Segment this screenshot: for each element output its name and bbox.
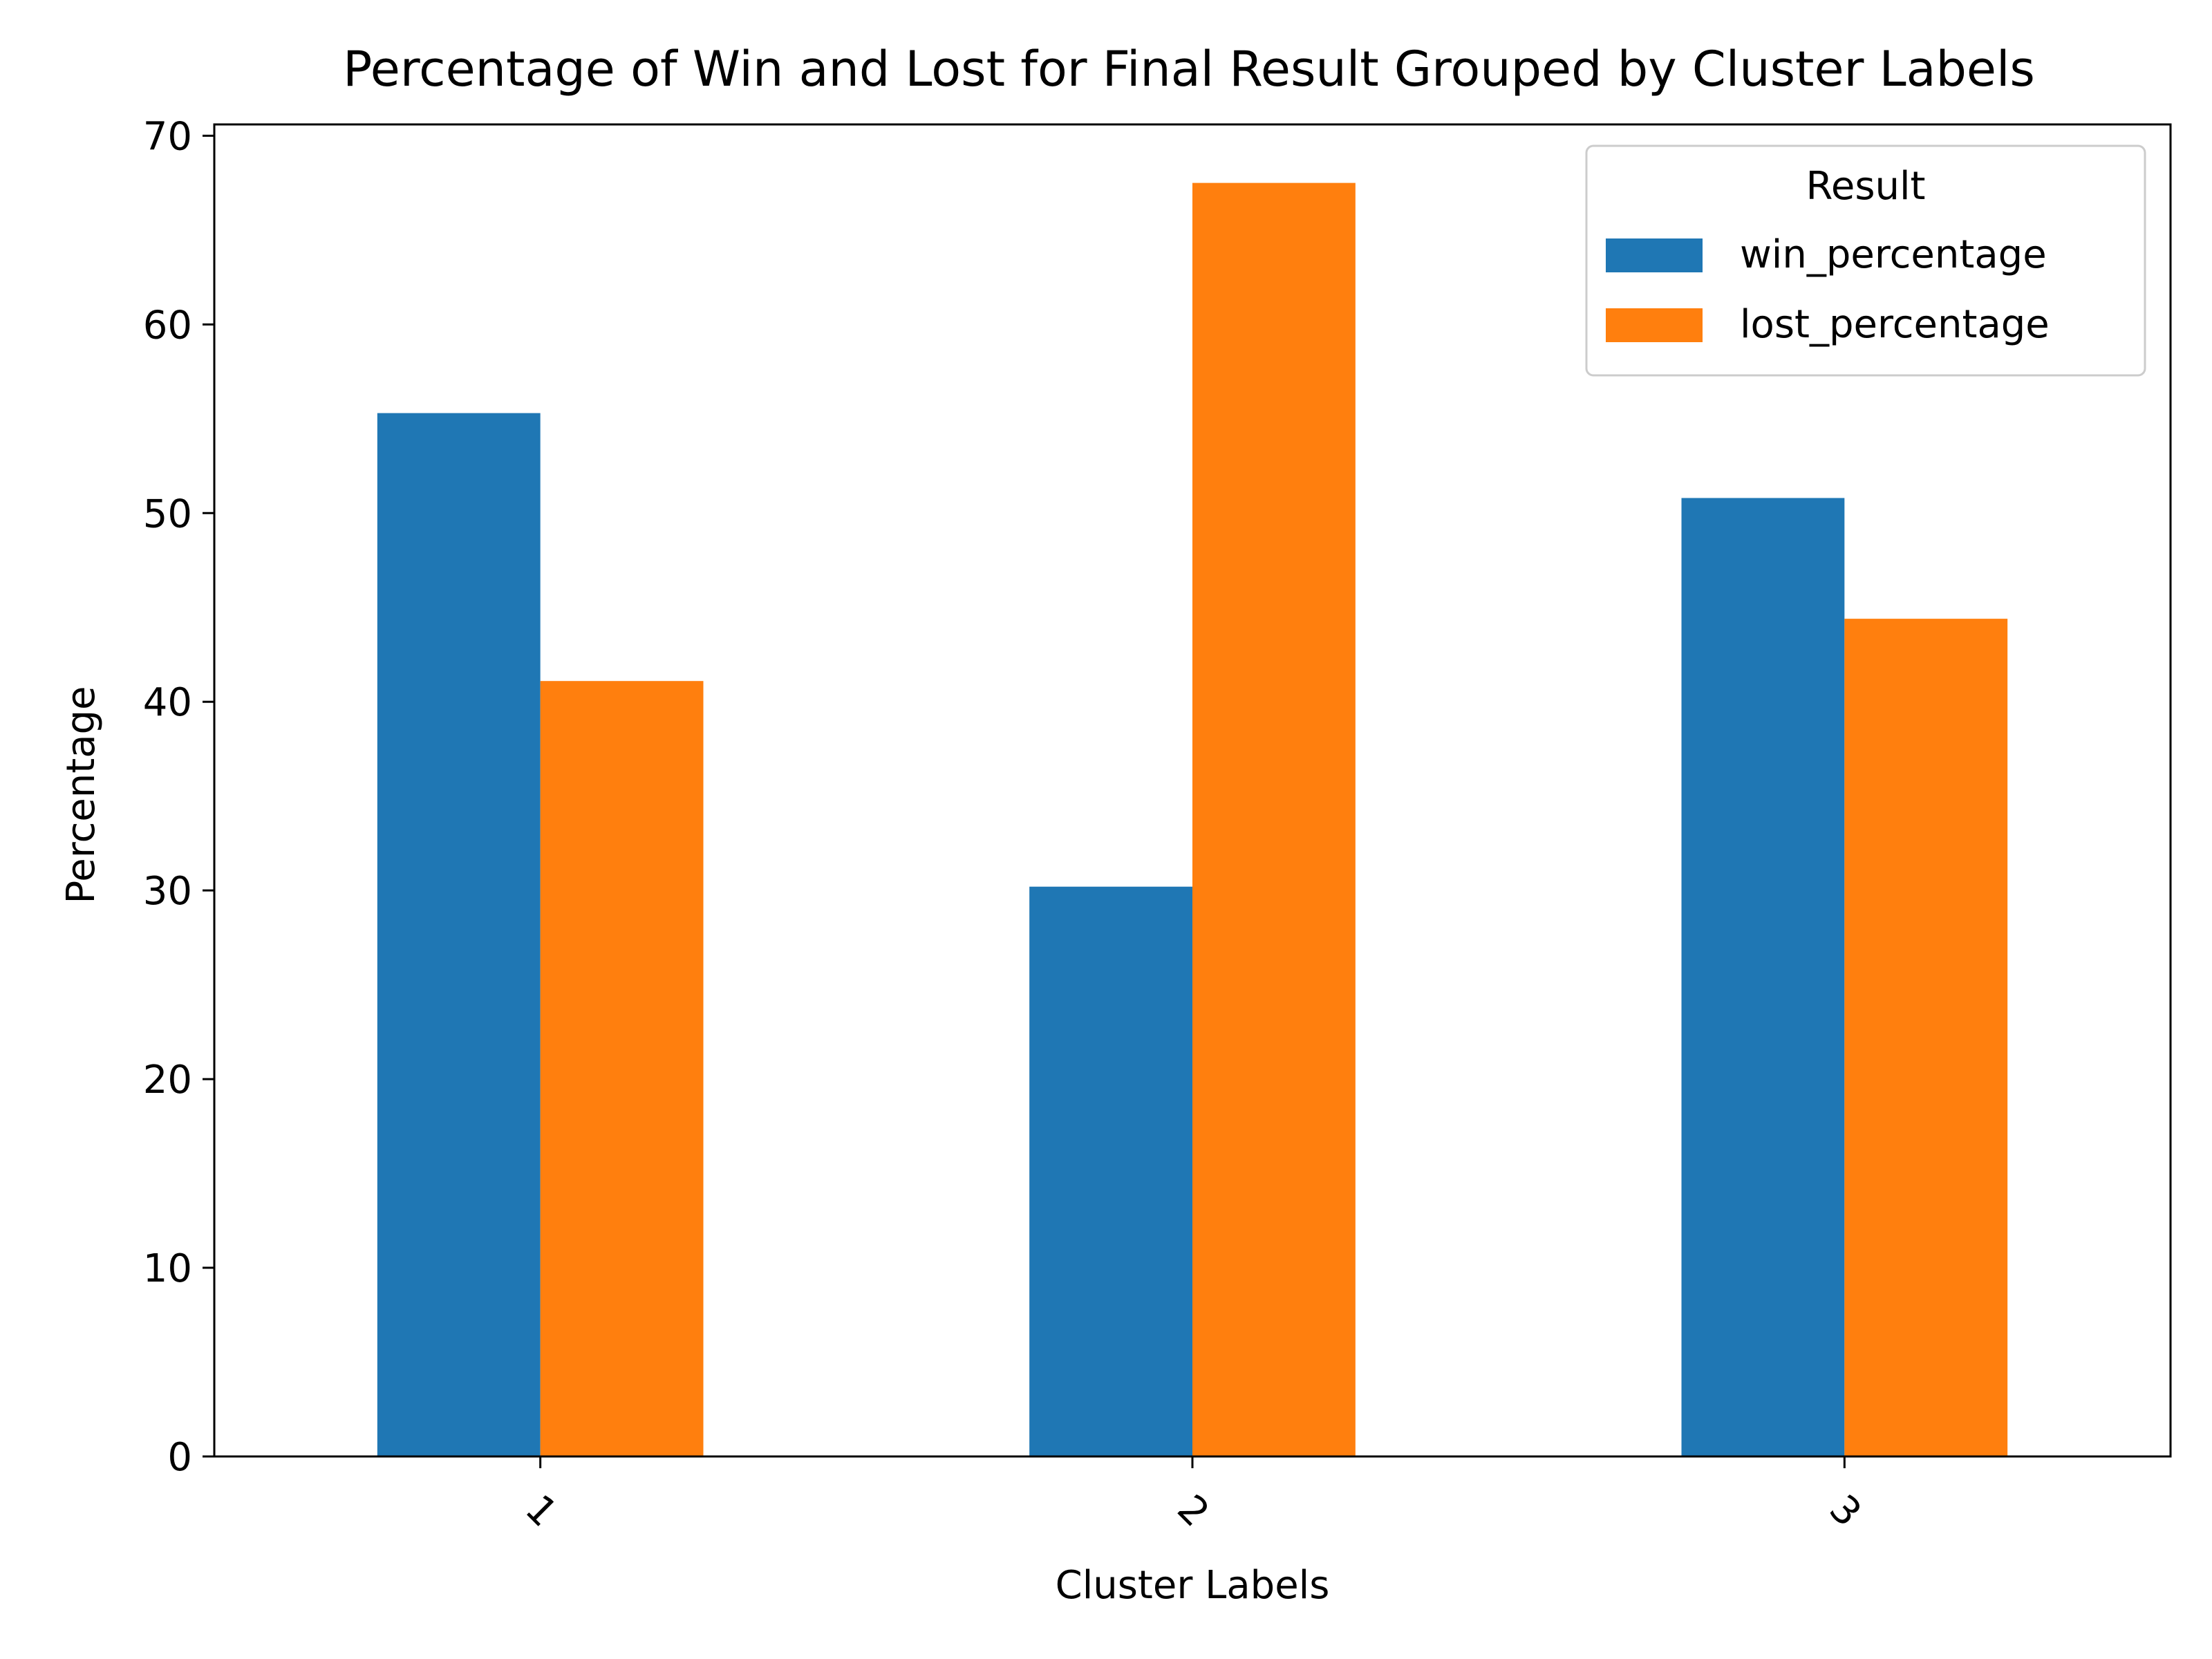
y-tick-label: 40 [143, 680, 192, 725]
bar-lost_percentage-3 [1844, 619, 2008, 1457]
legend-label-win_percentage: win_percentage [1740, 232, 2047, 277]
x-axis-label: Cluster Labels [1056, 1563, 1330, 1608]
bar-lost_percentage-1 [540, 681, 704, 1457]
y-tick-label: 20 [143, 1058, 192, 1103]
bar-win_percentage-2 [1029, 886, 1192, 1456]
bar-lost_percentage-2 [1192, 182, 1356, 1457]
bar-win_percentage-1 [377, 413, 541, 1456]
legend: Result win_percentage lost_percentage [1585, 144, 2146, 377]
legend-swatch-lost_percentage [1606, 308, 1703, 342]
y-tick-label: 30 [143, 869, 192, 914]
y-axis-label: Percentage [59, 686, 104, 903]
y-tick-label: 10 [143, 1246, 192, 1291]
bar-win_percentage-3 [1681, 498, 1845, 1457]
y-axis: 0 10 20 30 40 50 60 70 [143, 114, 214, 1480]
y-tick-label: 60 [143, 303, 192, 348]
chart-title: Percentage of Win and Lost for Final Res… [343, 41, 2035, 97]
plot-area [213, 123, 2172, 1458]
y-tick-label: 0 [167, 1435, 192, 1480]
legend-title: Result [1806, 164, 1925, 209]
legend-label-lost_percentage: lost_percentage [1740, 302, 2050, 347]
legend-swatch-win_percentage [1606, 238, 1703, 272]
y-tick-label: 50 [143, 491, 192, 536]
y-tick-label: 70 [143, 114, 192, 159]
legend-box [1585, 144, 2146, 377]
